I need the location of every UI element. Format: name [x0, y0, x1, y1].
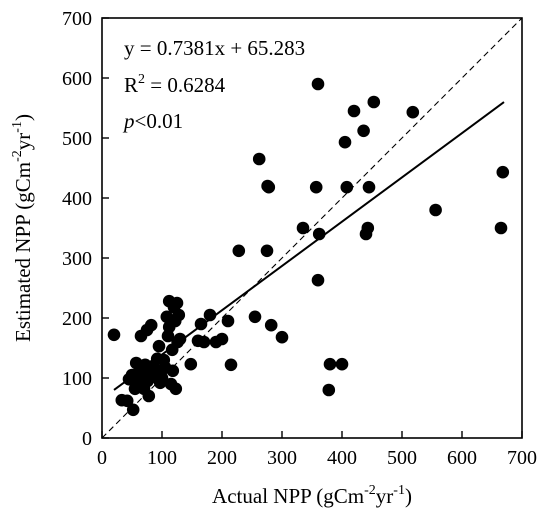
x-tick-label: 200: [207, 447, 237, 469]
p-value-annotation: p<0.01: [122, 109, 183, 133]
data-point: [312, 227, 326, 241]
equation-annotation: y = 0.7381x + 65.283: [124, 36, 305, 60]
data-point: [262, 180, 276, 194]
y-tick-label: 400: [62, 188, 92, 210]
data-point: [107, 328, 121, 342]
data-point: [347, 104, 361, 118]
data-point: [322, 383, 336, 397]
data-point: [215, 332, 229, 346]
y-tick-label: 500: [62, 128, 92, 150]
data-point: [260, 244, 274, 258]
data-point: [338, 135, 352, 149]
x-tick-label: 600: [447, 447, 477, 469]
data-point: [248, 310, 262, 324]
x-tick-label: 400: [327, 447, 357, 469]
data-point: [362, 180, 376, 194]
data-point: [252, 152, 266, 166]
data-point: [323, 357, 337, 371]
x-tick-label: 300: [267, 447, 297, 469]
data-point: [429, 203, 442, 217]
data-point: [172, 308, 186, 322]
data-point: [224, 358, 238, 372]
x-axis-title: Actual NPP (gCm-2yr-1): [212, 483, 412, 508]
x-tick-label: 700: [507, 447, 537, 469]
data-point: [367, 95, 381, 109]
x-tick-label: 0: [97, 447, 107, 469]
data-point: [275, 330, 289, 344]
data-point: [144, 318, 158, 332]
data-point: [126, 403, 140, 417]
data-point: [170, 296, 184, 310]
y-tick-label: 300: [62, 248, 92, 270]
x-tick-label: 100: [147, 447, 177, 469]
data-point: [197, 335, 211, 349]
data-point: [221, 314, 235, 328]
data-point: [335, 357, 349, 371]
data-point: [361, 221, 375, 235]
data-point: [357, 124, 370, 138]
data-point: [203, 308, 217, 322]
data-point: [152, 339, 166, 353]
y-tick-label: 700: [62, 8, 92, 30]
x-tick-label: 500: [387, 447, 417, 469]
data-point: [406, 105, 420, 119]
data-point: [309, 180, 323, 194]
data-points: [107, 77, 510, 417]
data-point: [311, 77, 325, 91]
data-point: [194, 317, 208, 331]
y-axis-title: Estimated NPP (gCm-2yr-1): [10, 114, 35, 342]
data-point: [296, 221, 310, 235]
data-point: [232, 244, 246, 258]
data-point: [166, 364, 180, 378]
y-tick-label: 100: [62, 368, 92, 390]
data-point: [169, 382, 183, 396]
r-squared-annotation: R2 = 0.6284: [124, 72, 226, 97]
data-point: [340, 180, 354, 194]
data-point: [155, 371, 169, 385]
axis-ticks: 0 100 200 300 400 500 600 700 0 100 200 300 400 500 60…: [62, 8, 537, 469]
data-point: [264, 318, 278, 332]
y-tick-label: 0: [82, 428, 92, 450]
y-tick-label: 600: [62, 68, 92, 90]
data-point: [120, 394, 134, 408]
data-point: [184, 357, 198, 371]
data-point: [496, 165, 510, 179]
data-point: [311, 273, 325, 287]
one-to-one-reference-line: [101, 17, 523, 439]
data-point: [142, 389, 156, 403]
data-point: [494, 221, 508, 235]
plot-frame: [101, 17, 523, 439]
data-point: [173, 332, 187, 346]
y-tick-label: 200: [62, 308, 92, 330]
